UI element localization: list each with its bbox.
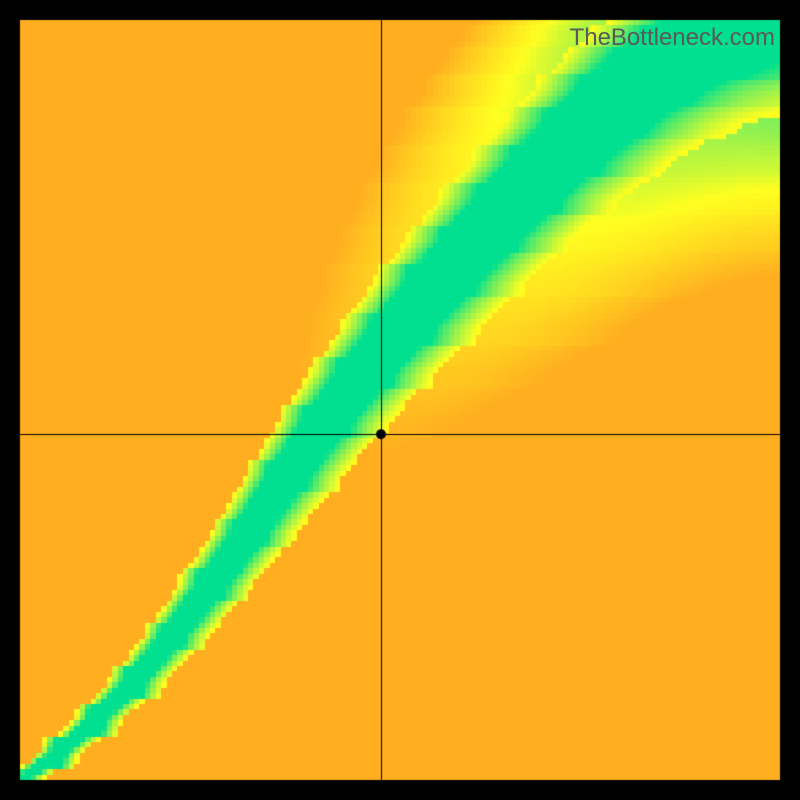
attribution-text: TheBottleneck.com: [570, 24, 775, 52]
crosshair-overlay-canvas: [0, 0, 800, 800]
chart-container: TheBottleneck.com: [0, 0, 800, 800]
